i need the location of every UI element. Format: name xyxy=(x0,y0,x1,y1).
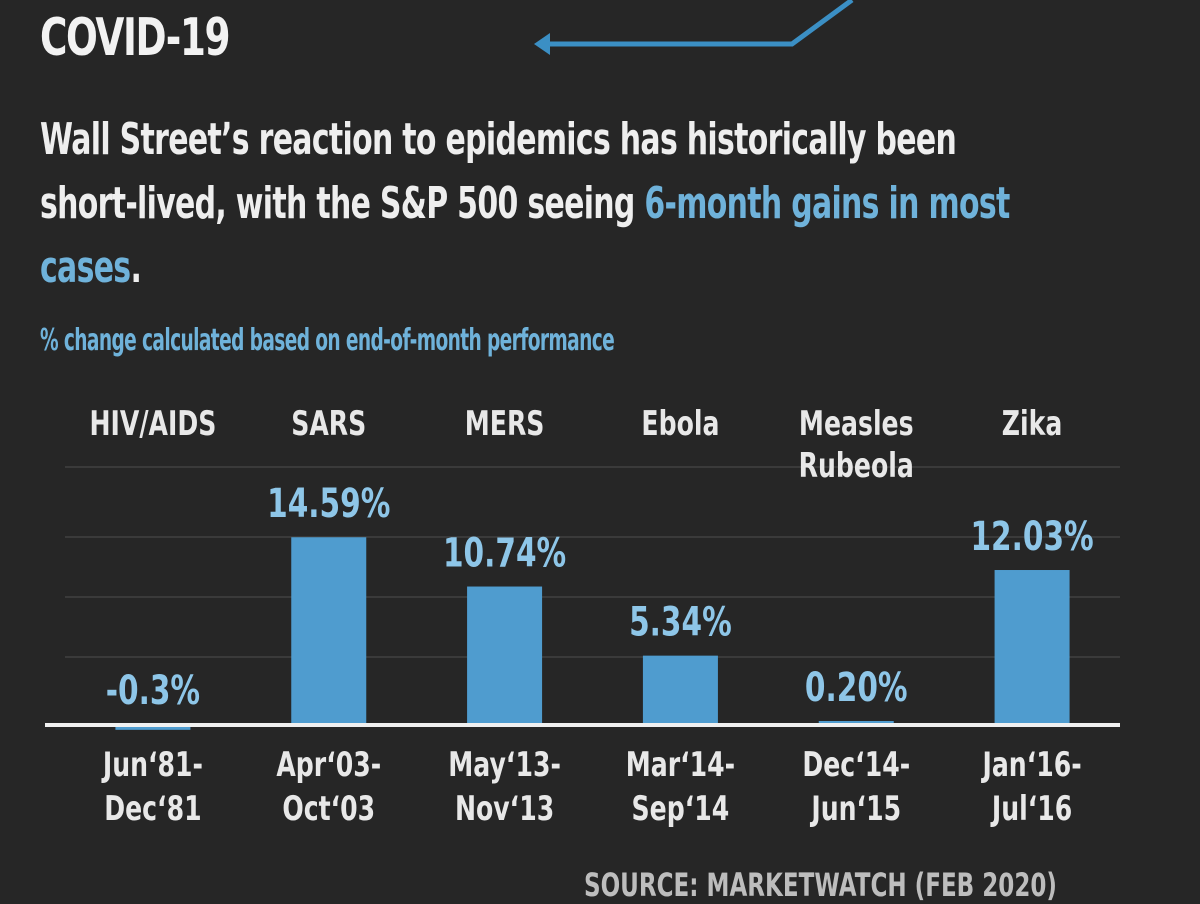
value-label: 5.34% xyxy=(629,599,732,646)
bar-sars xyxy=(291,537,367,724)
value-label-group: -0.3% xyxy=(106,668,200,715)
gridlines xyxy=(65,466,1120,658)
category-label: MERS xyxy=(465,404,545,444)
bar-measles-rubeola xyxy=(818,721,894,724)
value-label: 10.74% xyxy=(443,530,566,577)
value-label-group: 5.34% xyxy=(629,599,732,646)
bar-zika xyxy=(994,570,1070,724)
period-label: Dec‘81 xyxy=(104,789,201,829)
arrow-line xyxy=(544,0,854,47)
period-label: Sep‘14 xyxy=(632,789,730,829)
category-label-group: HIV/AIDS xyxy=(89,404,216,444)
period-label-group: May‘13- xyxy=(448,745,561,785)
chart-subtitle: % change calculated based on end-of-mont… xyxy=(40,323,615,358)
period-label-group: Jan‘16- xyxy=(981,745,1082,785)
period-label-group: Dec‘14- xyxy=(802,745,910,785)
category-label: Ebola xyxy=(641,404,719,444)
category-label: Rubeola xyxy=(799,446,914,486)
category-label-group: Rubeola xyxy=(799,446,914,486)
value-labels: -0.3% 14.59% 10.74% 5.34% 0.20% 12.03% xyxy=(106,481,1094,714)
period-label-group: Jun‘81- xyxy=(101,745,203,785)
chart-title: COVID-19 xyxy=(40,8,231,68)
category-label-group: SARS xyxy=(291,404,366,444)
period-label-group: Sep‘14 xyxy=(632,789,730,829)
period-label: Dec‘14- xyxy=(802,745,910,785)
bar-hiv-aids xyxy=(115,726,191,730)
value-label-group: 14.59% xyxy=(267,481,390,528)
period-label: Jan‘16- xyxy=(981,745,1082,785)
lede-before: Wall Street’s reaction to epidemics has … xyxy=(40,114,957,229)
lede-highlight: 6-month gains in most cases xyxy=(40,178,1010,293)
value-label: 0.20% xyxy=(805,665,908,712)
period-label: Oct‘03 xyxy=(282,789,375,829)
period-label: Jun‘81- xyxy=(101,745,203,785)
value-label-group: 12.03% xyxy=(970,514,1093,561)
category-label: SARS xyxy=(291,404,366,444)
bar-ebola xyxy=(642,655,718,724)
category-label-group: MERS xyxy=(465,404,545,444)
value-label-group: 0.20% xyxy=(805,665,908,712)
period-label: Apr‘03- xyxy=(276,745,381,785)
category-label-group: Ebola xyxy=(641,404,719,444)
period-label: Jun‘15 xyxy=(810,789,901,829)
category-label: Measles xyxy=(799,404,914,444)
arrow-icon xyxy=(534,0,854,55)
period-label-group: Apr‘03- xyxy=(276,745,381,785)
period-label: Nov‘13 xyxy=(455,789,554,829)
value-label-group: 10.74% xyxy=(443,530,566,577)
source-note: SOURCE: MARKETWATCH (FEB 2020) xyxy=(584,866,1057,904)
category-label: HIV/AIDS xyxy=(89,404,216,444)
period-label-group: Jul‘16 xyxy=(990,789,1072,829)
value-label: -0.3% xyxy=(106,668,200,715)
category-label: Zika xyxy=(1002,404,1063,444)
lede-text: Wall Street’s reaction to epidemics has … xyxy=(40,108,1060,300)
period-label-group: Mar‘14- xyxy=(626,745,735,785)
period-label-group: Jun‘15 xyxy=(810,789,901,829)
bars xyxy=(115,537,1070,730)
period-label-group: Nov‘13 xyxy=(455,789,554,829)
period-labels: Jun‘81-Dec‘81 Apr‘03-Oct‘03 May‘13-Nov‘13 M… xyxy=(101,745,1082,829)
value-label: 14.59% xyxy=(267,481,390,528)
arrow-head xyxy=(534,33,550,55)
period-label: Jul‘16 xyxy=(990,789,1072,829)
lede-after: . xyxy=(130,242,142,293)
bar-mers xyxy=(467,586,543,724)
category-label-group: Measles xyxy=(799,404,914,444)
period-label-group: Oct‘03 xyxy=(282,789,375,829)
period-label-group: Dec‘81 xyxy=(104,789,201,829)
value-label: 12.03% xyxy=(970,514,1093,561)
bar-chart: HIV/AIDS SARS MERS Ebola MeaslesRubeolaZika … xyxy=(45,404,1120,829)
period-label: May‘13- xyxy=(448,745,561,785)
period-label: Mar‘14- xyxy=(626,745,735,785)
category-label-group: Zika xyxy=(1002,404,1063,444)
